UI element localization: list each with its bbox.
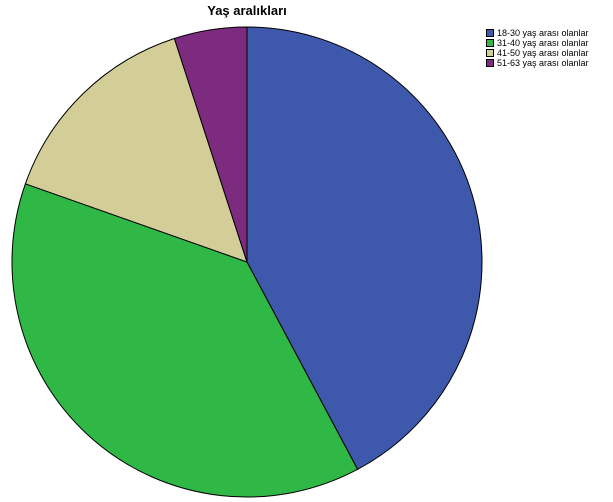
legend-swatch xyxy=(486,29,494,37)
pie-slices xyxy=(12,27,482,497)
legend-swatch xyxy=(486,49,494,57)
legend-item: 41-50 yaş arası olanlar xyxy=(486,48,589,58)
legend-item: 31-40 yaş arası olanlar xyxy=(486,38,589,48)
legend-label: 41-50 yaş arası olanlar xyxy=(497,48,589,58)
legend-swatch xyxy=(486,59,494,67)
legend-swatch xyxy=(486,39,494,47)
legend-item: 51-63 yaş arası olanlar xyxy=(486,58,589,68)
legend-label: 51-63 yaş arası olanlar xyxy=(497,58,589,68)
legend-item: 18-30 yaş arası olanlar xyxy=(486,28,589,38)
legend: 18-30 yaş arası olanlar 31-40 yaş arası o… xyxy=(486,28,589,68)
legend-label: 31-40 yaş arası olanlar xyxy=(497,38,589,48)
legend-label: 18-30 yaş arası olanlar xyxy=(497,28,589,38)
